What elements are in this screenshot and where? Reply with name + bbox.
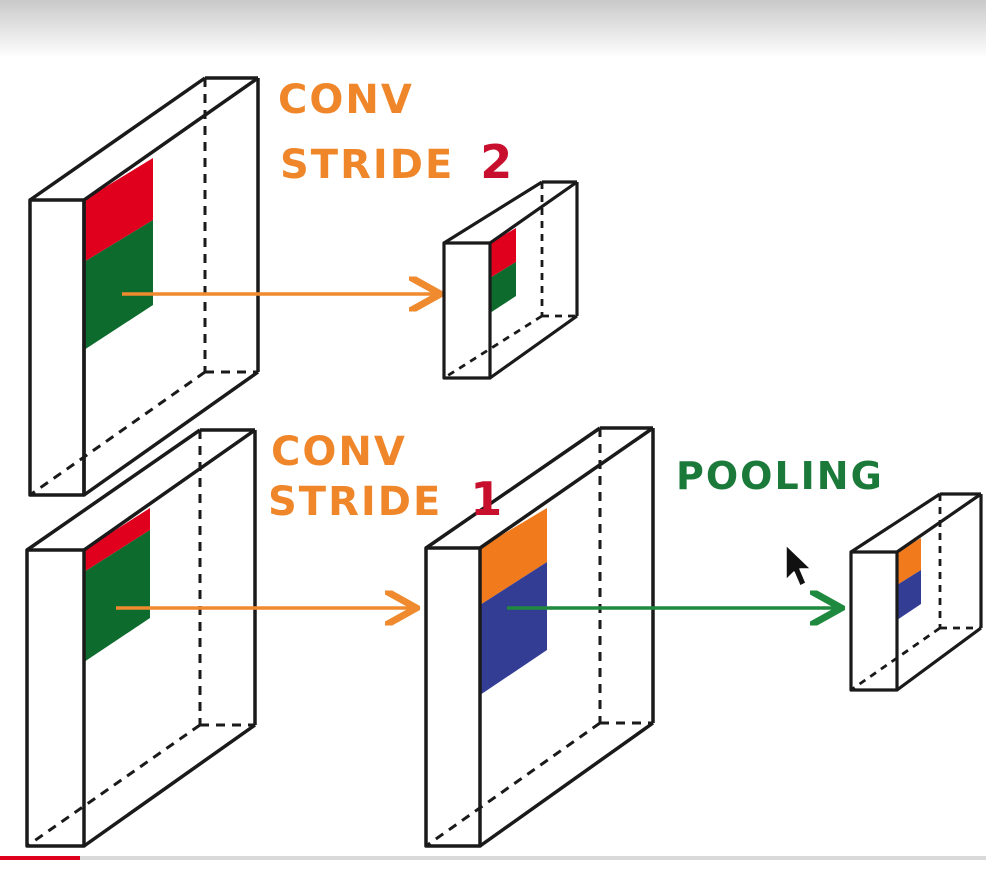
pooled-blue-patch (897, 570, 921, 620)
stride-label-top: STRIDE 2 (280, 135, 514, 189)
output-s1-blue-patch (480, 562, 547, 695)
pooling-label: POOLING (676, 454, 884, 498)
output-volume-stride1 (424, 426, 655, 848)
input-top-red-patch (84, 158, 153, 262)
stride-label-bottom: STRIDE 1 (268, 472, 504, 526)
pooled-volume (849, 492, 983, 692)
bottom-progress-fill (0, 856, 80, 860)
output-s2-red-patch (490, 228, 516, 278)
conv-label-bottom: CONV (271, 429, 407, 475)
conv-label-top: CONV (278, 77, 414, 123)
input-top-green-patch (84, 220, 153, 350)
output-volume-stride2 (442, 180, 579, 380)
input-bottom-red-patch (84, 508, 150, 572)
top-shade-bar (0, 0, 986, 58)
stride-number-top: 2 (480, 135, 514, 189)
stride-word-top: STRIDE (280, 142, 454, 188)
input-bottom-green-patch (84, 530, 150, 662)
output-s1-orange-patch (480, 508, 547, 605)
stride-word-bottom: STRIDE (268, 479, 442, 525)
stride-number-bottom: 1 (470, 472, 504, 526)
bottom-progress-track (0, 856, 986, 860)
input-volume-top (28, 76, 260, 497)
input-volume-bottom (25, 428, 257, 848)
mouse-pointer-icon (785, 544, 812, 587)
output-s2-green-patch (490, 262, 516, 313)
